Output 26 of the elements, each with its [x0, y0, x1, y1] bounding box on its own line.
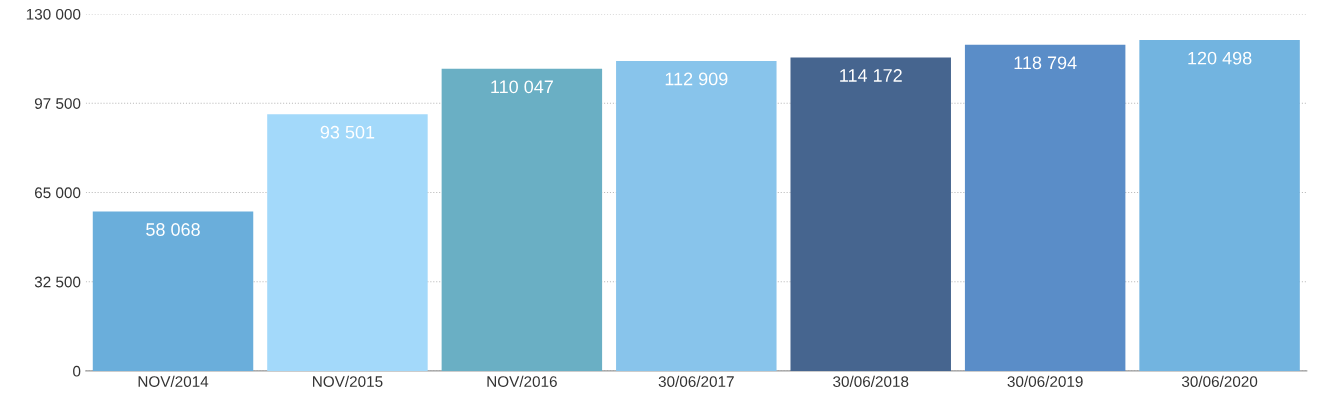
data-label: 58 068	[146, 223, 200, 236]
y-tick-label: 130 000	[26, 8, 81, 20]
x-tick-label: 30/06/2019	[1007, 375, 1083, 388]
y-tick-label: 0	[73, 365, 81, 377]
data-label: 93 501	[320, 125, 375, 139]
data-label: 114 172	[840, 69, 902, 82]
bar	[790, 57, 951, 371]
x-tick-label: NOV/2016	[487, 375, 557, 388]
y-tick-label: 97 500	[34, 98, 81, 109]
data-label: 118 794	[1014, 56, 1077, 70]
y-tick-label: 65 000	[34, 187, 81, 199]
x-tick-label: 30/06/2017	[658, 375, 734, 388]
bar	[441, 68, 603, 371]
x-tick-label: NOV/2015	[313, 375, 383, 388]
bar	[616, 60, 777, 371]
data-label: 112 909	[665, 72, 728, 86]
x-tick-label: 30/06/2018	[833, 375, 909, 388]
bar	[964, 44, 1126, 371]
data-label: 110 047	[491, 80, 553, 94]
bar	[1139, 40, 1300, 371]
bar	[92, 211, 254, 371]
x-tick-label: 30/06/2020	[1181, 375, 1258, 388]
data-label: 120 498	[1188, 51, 1252, 65]
bar	[267, 114, 428, 371]
x-tick-label: NOV/2014	[138, 375, 209, 388]
y-tick-label: 32 500	[34, 276, 81, 288]
